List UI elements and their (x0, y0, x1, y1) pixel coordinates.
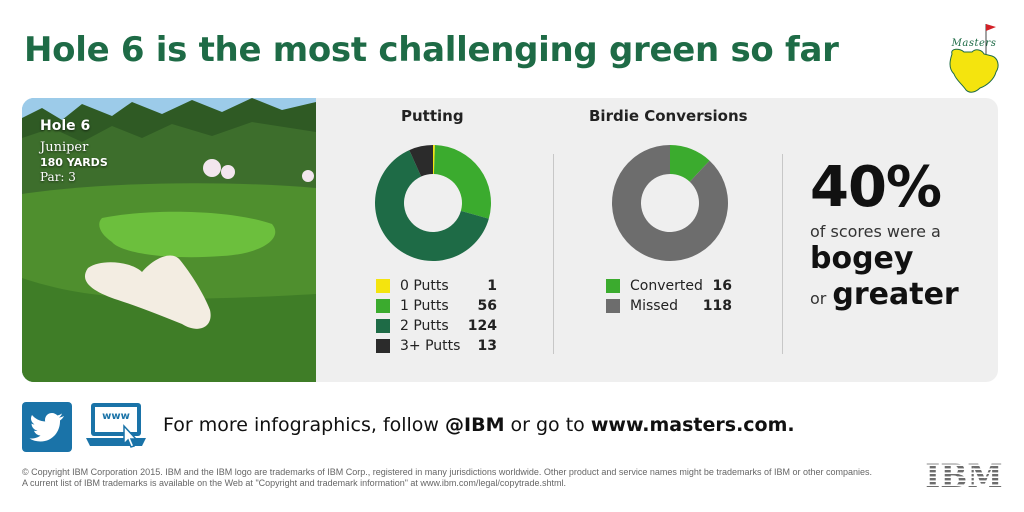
stat-row: or greater (810, 277, 959, 313)
copyright-notice: © Copyright IBM Corporation 2015. IBM an… (22, 467, 902, 489)
legend-value: 13 (477, 338, 497, 354)
website-button[interactable]: www (84, 400, 148, 454)
ibm-logo: IBM (924, 457, 1004, 495)
masters-site-link[interactable]: www.masters.com. (590, 414, 795, 436)
stat-connector: or (810, 289, 827, 308)
masters-logo: Masters (936, 18, 1012, 98)
legend-row-zero-putts: 0 Putts 1 (376, 276, 497, 296)
swatch-missed (606, 299, 620, 313)
hole-yards: 180 YARDS (40, 156, 108, 169)
swatch-zero-putts (376, 279, 390, 293)
donut-slice-one-putt (433, 145, 491, 219)
swatch-two-putts (376, 319, 390, 333)
divider (553, 154, 554, 354)
divider (782, 154, 783, 354)
swatch-three-plus-putts (376, 339, 390, 353)
legend-label: 1 Putts (400, 298, 449, 314)
golf-hole-illustration (22, 98, 316, 382)
stats-panel: Hole 6 Juniper 180 YARDS Par: 3 Putting … (22, 98, 998, 382)
swatch-one-putt (376, 299, 390, 313)
legend-value: 56 (477, 298, 497, 314)
legend-row-converted: Converted 16 (606, 276, 732, 296)
footer-cta: For more infographics, follow @IBM or go… (163, 414, 795, 436)
hole-title: Hole 6 (40, 118, 91, 134)
legend-row-three-plus-putts: 3+ Putts 13 (376, 336, 497, 356)
footer-text-middle: or go to (504, 414, 591, 436)
donut-slice-missed (612, 145, 728, 261)
donut-slice-three-plus-putts (409, 145, 433, 177)
ibm-handle-link[interactable]: @IBM (445, 414, 505, 436)
laptop-web-icon (86, 403, 146, 448)
putting-legend: 0 Putts 1 1 Putts 56 2 Putts 124 3+ Putt… (376, 276, 497, 356)
legend-row-two-putts: 2 Putts 124 (376, 316, 497, 336)
donut-slice-two-putts (375, 150, 489, 261)
birdie-legend: Converted 16 Missed 118 (606, 276, 732, 316)
donut-slice-converted (670, 145, 710, 182)
page-title: Hole 6 is the most challenging green so … (24, 30, 839, 70)
hole-info: Hole 6 Juniper 180 YARDS Par: 3 (40, 118, 108, 184)
legend-label: 2 Putts (400, 318, 449, 334)
legend-row-one-putt: 1 Putts 56 (376, 296, 497, 316)
stat-percent: 40% (810, 155, 942, 220)
copyright-line2: A current list of IBM trademarks is avai… (22, 478, 566, 488)
swatch-converted (606, 279, 620, 293)
birdie-title: Birdie Conversions (589, 107, 748, 125)
legend-value: 16 (712, 278, 732, 294)
donut-slice-zero-putts (433, 145, 435, 175)
putting-donut-chart (375, 145, 491, 261)
hole-par: Par: 3 (40, 170, 76, 184)
hole-image: Hole 6 Juniper 180 YARDS Par: 3 (22, 98, 316, 382)
stat-word2: greater (832, 277, 959, 312)
legend-label: 3+ Putts (400, 338, 461, 354)
stat-word1: bogey (810, 241, 914, 276)
hole-name: Juniper (40, 140, 89, 155)
legend-label: Converted (630, 278, 703, 294)
web-icon-text: www (102, 411, 130, 422)
masters-map-icon (949, 24, 999, 93)
legend-value: 124 (467, 318, 497, 334)
ibm-logo-text: IBM (925, 458, 1002, 492)
ibm-striped-logo: IBM (925, 457, 1002, 495)
twitter-button[interactable] (22, 402, 72, 452)
bogey-stat: 40% of scores were a bogey or greater (810, 158, 959, 313)
legend-label: 0 Putts (400, 278, 449, 294)
legend-row-missed: Missed 118 (606, 296, 732, 316)
legend-value: 1 (487, 278, 497, 294)
putting-title: Putting (401, 107, 464, 125)
stat-line1: of scores were a (810, 222, 941, 241)
birdie-donut-chart (612, 145, 728, 261)
masters-logo-text: Masters (951, 38, 997, 49)
footer-text-prefix: For more infographics, follow (163, 414, 446, 436)
twitter-bird-icon (29, 413, 64, 442)
copyright-line1: © Copyright IBM Corporation 2015. IBM an… (22, 467, 873, 477)
legend-label: Missed (630, 298, 679, 314)
legend-value: 118 (702, 298, 732, 314)
